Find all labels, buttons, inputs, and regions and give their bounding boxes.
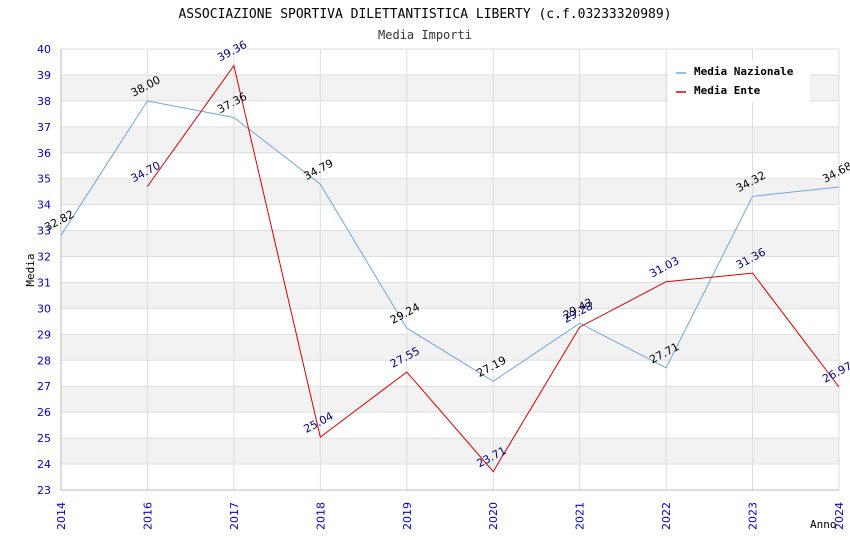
band-28 — [61, 334, 839, 361]
y-tick-35: 35 — [37, 173, 51, 186]
y-tick-28: 28 — [37, 354, 51, 367]
y-tick-24: 24 — [37, 458, 51, 471]
series-lines — [60, 64, 840, 473]
band-24 — [61, 438, 839, 465]
x-tick-2019: 2019 — [401, 502, 414, 530]
band-36 — [61, 126, 839, 153]
data-label-media-ente-2017: 39.36 — [215, 38, 249, 64]
axes — [60, 49, 839, 491]
y-tick-labels: 23 24 25 26 27 28 29 30 31 32 33 34 35 36 37 38 39 40 — [37, 43, 51, 497]
y-tick-33: 33 — [37, 225, 51, 238]
legend-label-media-ente: Media Ente — [694, 84, 761, 97]
y-tick-23: 23 — [37, 484, 51, 497]
gridlines — [60, 48, 840, 491]
y-tick-26: 26 — [37, 406, 51, 419]
x-tick-2024: 2024 — [833, 502, 846, 530]
legend-box — [668, 60, 810, 102]
background-bands — [61, 74, 839, 465]
band-26 — [61, 386, 839, 413]
y-tick-30: 30 — [37, 302, 51, 315]
series-line-media-nazionale — [60, 100, 840, 382]
x-tick-2023: 2023 — [747, 502, 760, 530]
x-tick-2014: 2014 — [55, 502, 68, 530]
chart-subtitle: Media Importi — [378, 28, 472, 42]
x-axis-label: Anno — [810, 518, 837, 531]
y-tick-38: 38 — [37, 95, 51, 108]
band-34 — [61, 178, 839, 205]
x-tick-2017: 2017 — [228, 502, 241, 530]
y-tick-29: 29 — [37, 328, 51, 341]
x-tick-2021: 2021 — [574, 502, 587, 530]
y-tick-39: 39 — [37, 69, 51, 82]
x-tick-2022: 2022 — [660, 502, 673, 530]
data-label-media-ente-2022: 31.03 — [647, 254, 681, 280]
legend-label-media-nazionale: Media Nazionale — [694, 65, 794, 78]
y-tick-27: 27 — [37, 380, 51, 393]
y-tick-40: 40 — [37, 43, 51, 56]
x-tick-2020: 2020 — [487, 502, 500, 530]
y-tick-37: 37 — [37, 121, 51, 134]
y-tick-36: 36 — [37, 147, 51, 160]
y-axis-label: Media — [24, 253, 37, 286]
y-tick-31: 31 — [37, 276, 51, 289]
x-tick-2016: 2016 — [141, 502, 154, 530]
y-tick-25: 25 — [37, 432, 51, 445]
band-30 — [61, 282, 839, 309]
x-tick-2018: 2018 — [314, 502, 327, 530]
legend: Media Nazionale Media Ente — [668, 60, 810, 102]
series-line-media-ente — [146, 64, 840, 473]
chart-title: ASSOCIAZIONE SPORTIVA DILETTANTISTICA LI… — [178, 7, 671, 22]
x-tick-labels: 2014 2016 2017 2018 2019 2020 2021 2022 2023 2024 — [55, 502, 846, 530]
y-tick-34: 34 — [37, 199, 51, 212]
y-tick-32: 32 — [37, 251, 51, 264]
band-32 — [61, 230, 839, 257]
